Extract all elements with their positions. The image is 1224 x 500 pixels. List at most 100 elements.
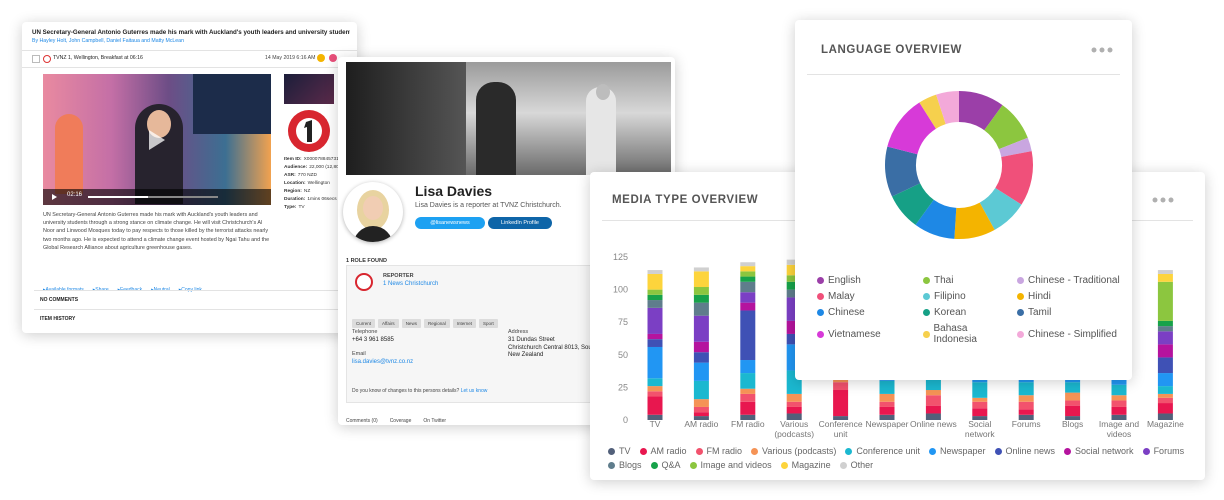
legend-item[interactable]: TV	[608, 446, 631, 456]
legend-item[interactable]: Social network	[1064, 446, 1134, 456]
legend-swatch	[639, 447, 647, 455]
x-tick-label: Newspaper	[865, 419, 909, 429]
legend-item[interactable]: Various (podcasts)	[751, 446, 836, 456]
legend-item[interactable]: Korean	[923, 307, 1008, 318]
legend-label: Chinese - Simplified	[1028, 328, 1117, 340]
linkedin-button[interactable]: LinkedIn Profile	[488, 217, 552, 229]
bar-segment	[693, 315, 709, 342]
metadata-value: 1mins 06secs	[307, 197, 337, 202]
bar-segment	[693, 406, 709, 413]
bar-segment	[879, 401, 895, 407]
legend-item[interactable]: Image and videos	[689, 460, 772, 470]
x-tick-label: Forums	[1011, 419, 1041, 429]
legend-label: Image and videos	[700, 460, 772, 470]
legend-item[interactable]: Bahasa Indonesia	[923, 323, 1008, 345]
donut-slice	[995, 151, 1034, 205]
legend-label: Magazine	[791, 460, 831, 470]
metadata: Item ID: X000078845731 Audience: 22,000 (12…	[284, 156, 354, 212]
bar-segment	[1157, 386, 1173, 394]
role-outlet[interactable]: 1 News Christchurch	[383, 281, 439, 287]
twitter-button[interactable]: @lisanewsnews	[415, 217, 485, 229]
legend-item[interactable]: Hindi	[1017, 291, 1128, 302]
news-authors[interactable]: By Hayley Holt, John Campbell, Daniel Fa…	[32, 38, 184, 44]
legend-item[interactable]: Forums	[1142, 446, 1185, 456]
tab[interactable]: Coverage	[389, 418, 412, 425]
chart-title: LANGUAGE OVERVIEW	[821, 44, 962, 56]
bar-segment	[1065, 382, 1081, 393]
address-label: Address	[508, 329, 529, 335]
legend-item[interactable]: Thai	[923, 275, 1008, 286]
legend-item[interactable]: Tamil	[1017, 307, 1128, 318]
legend-item[interactable]: Chinese - Simplified	[1017, 323, 1128, 345]
legend-label: Tamil	[1028, 307, 1052, 318]
checkbox[interactable]	[32, 55, 40, 63]
metadata-label: Location:	[284, 181, 306, 186]
bar-segment	[1065, 416, 1081, 420]
play-button[interactable]	[149, 130, 165, 150]
legend-item[interactable]: Magazine	[780, 460, 831, 470]
legend-item[interactable]: Filipino	[923, 291, 1008, 302]
menu-icon[interactable]	[1091, 46, 1113, 54]
legend-label: Other	[850, 460, 874, 470]
legend-item[interactable]: AM radio	[639, 446, 687, 456]
bar-segment	[972, 408, 988, 417]
news-title[interactable]: UN Secretary-General Antonio Guterres ma…	[32, 29, 350, 36]
profile-bio: Lisa Davies is a reporter at TVNZ Christ…	[415, 202, 562, 209]
bar-segment	[740, 271, 756, 277]
play-control[interactable]	[52, 194, 57, 200]
legend-item[interactable]: Newspaper	[928, 446, 986, 456]
legend-item[interactable]: FM radio	[695, 446, 742, 456]
donut-slice	[887, 102, 936, 155]
bar-segment	[693, 267, 709, 272]
legend-item[interactable]: Malay	[817, 291, 914, 302]
backdrop	[193, 74, 271, 134]
bar-segment	[693, 362, 709, 381]
photo-figure	[476, 82, 516, 175]
bar-segment	[647, 396, 663, 415]
profile-name: Lisa Davies	[415, 183, 493, 199]
news-source[interactable]: TVNZ 1, Wellington, Breakfast at 06:16	[53, 55, 143, 61]
menu-icon[interactable]	[1152, 196, 1174, 204]
donut-slice	[984, 105, 1028, 150]
x-tick-label: Various (podcasts)	[774, 419, 815, 439]
legend-item[interactable]: Chinese	[817, 307, 914, 318]
y-tick-label: 25	[618, 382, 628, 392]
legend-swatch	[608, 461, 615, 469]
tag: Internet	[452, 319, 476, 328]
metadata-row: Type: TV	[284, 204, 354, 212]
history-section[interactable]: ITEM HISTORY	[40, 316, 76, 322]
legend-item[interactable]: Vietnamese	[817, 323, 914, 345]
bar-segment	[879, 414, 895, 420]
video-player[interactable]: 02:16	[43, 74, 271, 205]
legend-swatch	[751, 447, 759, 455]
legend-item[interactable]: Q&A	[650, 460, 681, 470]
progress-bar[interactable]	[88, 196, 218, 198]
tab[interactable]: Comments (0)	[346, 418, 378, 424]
bar-segment	[693, 416, 709, 420]
legend-swatch	[1142, 447, 1150, 455]
status-icon[interactable]	[317, 54, 325, 62]
comments-section[interactable]: NO COMMENTS	[40, 297, 79, 303]
email[interactable]: lisa.davies@tvnz.co.nz	[352, 359, 414, 365]
legend-item[interactable]: Blogs	[608, 460, 642, 470]
legend-item[interactable]: Other	[839, 460, 874, 470]
prompt-link[interactable]: Let us know	[460, 388, 488, 394]
legend-label: Forums	[1153, 446, 1185, 456]
email-label: Email	[352, 351, 366, 357]
legend-label: AM radio	[650, 446, 687, 456]
legend-item[interactable]: English	[817, 275, 914, 286]
donut-slice	[884, 146, 921, 197]
legend-item[interactable]: Chinese - Traditional	[1017, 275, 1128, 286]
divider	[22, 67, 357, 68]
tab[interactable]: On Twitter	[423, 418, 447, 424]
legend-item[interactable]: Conference unit	[845, 446, 920, 456]
thumbnail[interactable]	[284, 74, 334, 104]
status-icon[interactable]	[329, 54, 337, 62]
legend-item[interactable]: Online news	[994, 446, 1055, 456]
x-tick-label: AM radio	[684, 419, 719, 429]
language-chart-card: LANGUAGE OVERVIEW English Thai Chinese - T…	[795, 20, 1132, 380]
bar-segment	[1065, 392, 1081, 401]
bar-segment	[647, 346, 663, 379]
legend-label: TV	[619, 446, 631, 456]
